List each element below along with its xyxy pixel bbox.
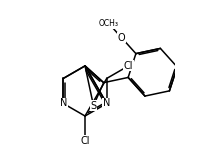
Text: N: N [103, 98, 110, 108]
Text: N: N [60, 98, 67, 108]
Text: Cl: Cl [124, 61, 133, 71]
Text: S: S [91, 101, 97, 111]
Text: OCH₃: OCH₃ [99, 19, 119, 28]
Text: O: O [118, 33, 125, 43]
Text: Cl: Cl [80, 136, 90, 146]
